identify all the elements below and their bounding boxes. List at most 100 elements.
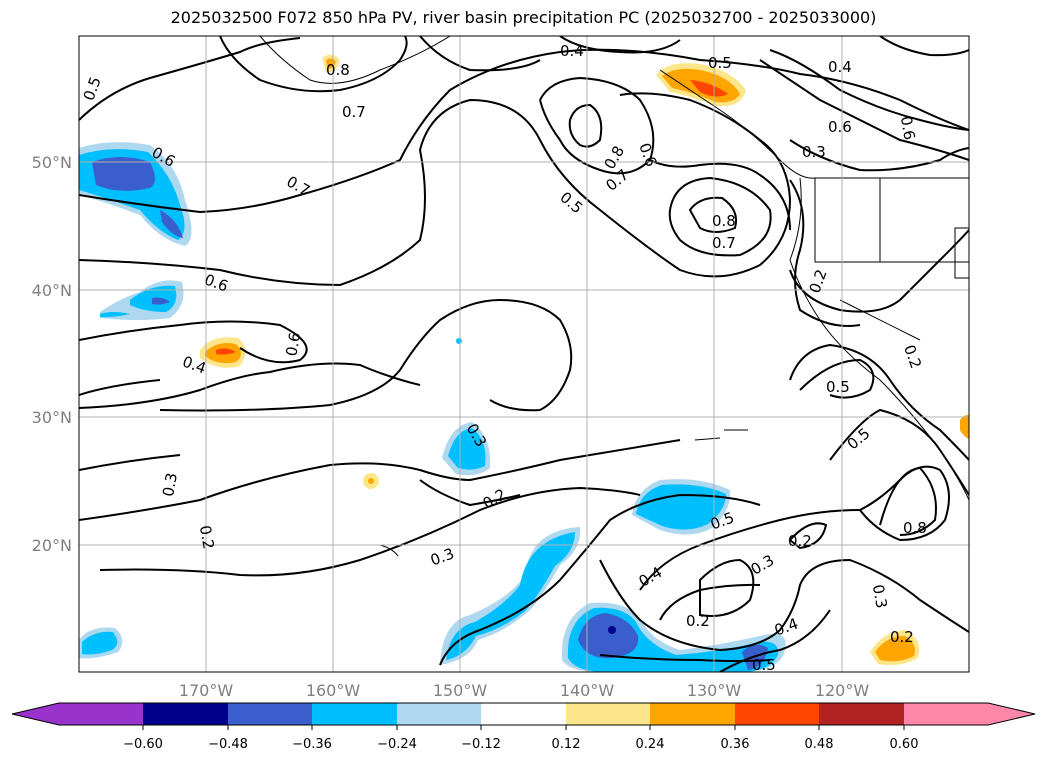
map-frame xyxy=(78,35,970,673)
contour-label: 0.8 xyxy=(712,212,736,230)
latitude-labels: 50°N 40°N 30°N 20°N xyxy=(32,153,72,555)
contour-line xyxy=(769,49,969,131)
lon-label: 120°W xyxy=(815,681,870,700)
contour-label: 0.3 xyxy=(869,583,891,610)
colorbar-segment xyxy=(566,703,650,725)
colorbar-segment xyxy=(397,703,481,725)
colorbar: −0.60 −0.48 −0.36 −0.24 −0.12 0.12 0.24 … xyxy=(11,702,1036,752)
contour-line xyxy=(568,103,603,148)
contour-line xyxy=(639,509,861,591)
contour-label: 0.2 xyxy=(686,612,710,630)
contour-label: 0.4 xyxy=(828,58,852,76)
shaded-region xyxy=(448,428,486,470)
contour-line xyxy=(599,558,969,652)
contour-label: 0.6 xyxy=(828,118,852,136)
shaded-region xyxy=(875,636,915,662)
colorbar-segment xyxy=(735,703,819,725)
contour-label: 0.7 xyxy=(342,103,366,121)
contour-line xyxy=(419,36,541,72)
shaded-region xyxy=(456,338,462,344)
contour-line xyxy=(649,159,791,231)
contour-line xyxy=(79,320,308,364)
map-title: 2025032500 F072 850 hPa PV, river basin … xyxy=(170,8,877,27)
contour-line xyxy=(439,493,761,666)
colorbar-tick-label: 0.60 xyxy=(890,737,919,752)
colorbar-segment xyxy=(143,703,228,725)
coastline xyxy=(954,227,969,279)
lon-label: 140°W xyxy=(560,681,615,700)
contour-label: 0.8 xyxy=(326,61,350,79)
lon-label: 130°W xyxy=(687,681,742,700)
contour-line xyxy=(699,558,755,617)
contour-line xyxy=(99,486,641,577)
colorbar-segment xyxy=(228,703,312,725)
lon-label: 150°W xyxy=(433,681,488,700)
contour-line xyxy=(788,522,828,550)
lat-label: 50°N xyxy=(32,153,72,172)
colorbar-tick-label: 0.12 xyxy=(552,737,581,752)
coastline xyxy=(694,437,721,441)
shaded-region xyxy=(160,210,183,238)
colorbar-segment xyxy=(12,703,143,725)
coastline xyxy=(259,36,451,84)
contour-line xyxy=(668,176,772,257)
contour-line xyxy=(789,139,969,172)
contour-line xyxy=(79,92,792,287)
contour-line xyxy=(688,196,738,233)
colorbar-tick-label: −0.36 xyxy=(292,737,332,752)
colorbar-tick-label: −0.24 xyxy=(377,737,417,752)
shaded-region xyxy=(92,157,155,191)
contour-line xyxy=(79,439,681,521)
contour-line xyxy=(79,362,421,409)
contour-label: 0.6 xyxy=(282,331,304,358)
contour-line xyxy=(789,229,969,313)
contour-line xyxy=(879,466,937,536)
shaded-region xyxy=(742,644,768,670)
contour-line xyxy=(759,59,969,161)
shaded-region xyxy=(82,631,118,655)
pv-contours xyxy=(79,36,969,672)
colorbar-ticks xyxy=(142,725,905,730)
colorbar-tick-label: −0.60 xyxy=(123,737,163,752)
contour-line xyxy=(559,36,681,54)
lon-label: 160°W xyxy=(306,681,361,700)
lat-label: 40°N xyxy=(32,281,72,300)
contour-line xyxy=(879,36,969,57)
shaded-region xyxy=(152,297,170,305)
contour-line xyxy=(799,358,875,399)
contour-label: 0.7 xyxy=(712,234,736,252)
shaded-region xyxy=(578,613,639,659)
shaded-region xyxy=(368,478,374,484)
contour-label: 0.5 xyxy=(708,54,732,72)
coastlines xyxy=(259,36,969,557)
coastline xyxy=(659,69,969,179)
contour-line xyxy=(159,298,573,412)
contour-label: 0.2 xyxy=(788,532,812,550)
lat-label: 20°N xyxy=(32,536,72,555)
contour-line xyxy=(829,408,969,496)
contour-line xyxy=(789,179,861,327)
coastline xyxy=(839,299,921,341)
contour-label: 0.2 xyxy=(196,524,218,551)
colorbar-tick-label: 0.24 xyxy=(636,737,665,752)
colorbar-segment xyxy=(481,703,566,725)
contour-label: 0.8 xyxy=(903,519,927,537)
contour-label: 0.2 xyxy=(890,628,914,646)
lon-label: 170°W xyxy=(179,681,234,700)
longitude-labels: 170°W 160°W 150°W 140°W 130°W 120°W xyxy=(179,681,870,700)
contour-line xyxy=(219,36,408,93)
contour-line xyxy=(419,479,521,507)
contour-line xyxy=(599,654,771,662)
contour-label: 0.5 xyxy=(752,656,776,674)
shaded-region xyxy=(608,626,616,634)
contour-label: 0.5 xyxy=(826,378,850,396)
colorbar-outline xyxy=(11,702,1036,726)
contour-label: 0.4 xyxy=(560,42,584,60)
contour-label: 0.6 xyxy=(897,115,919,142)
contour-line xyxy=(79,454,181,471)
contour-line xyxy=(789,343,969,461)
colorbar-segment xyxy=(312,703,397,725)
contour-line xyxy=(79,37,301,121)
shaded-regions xyxy=(79,54,969,672)
